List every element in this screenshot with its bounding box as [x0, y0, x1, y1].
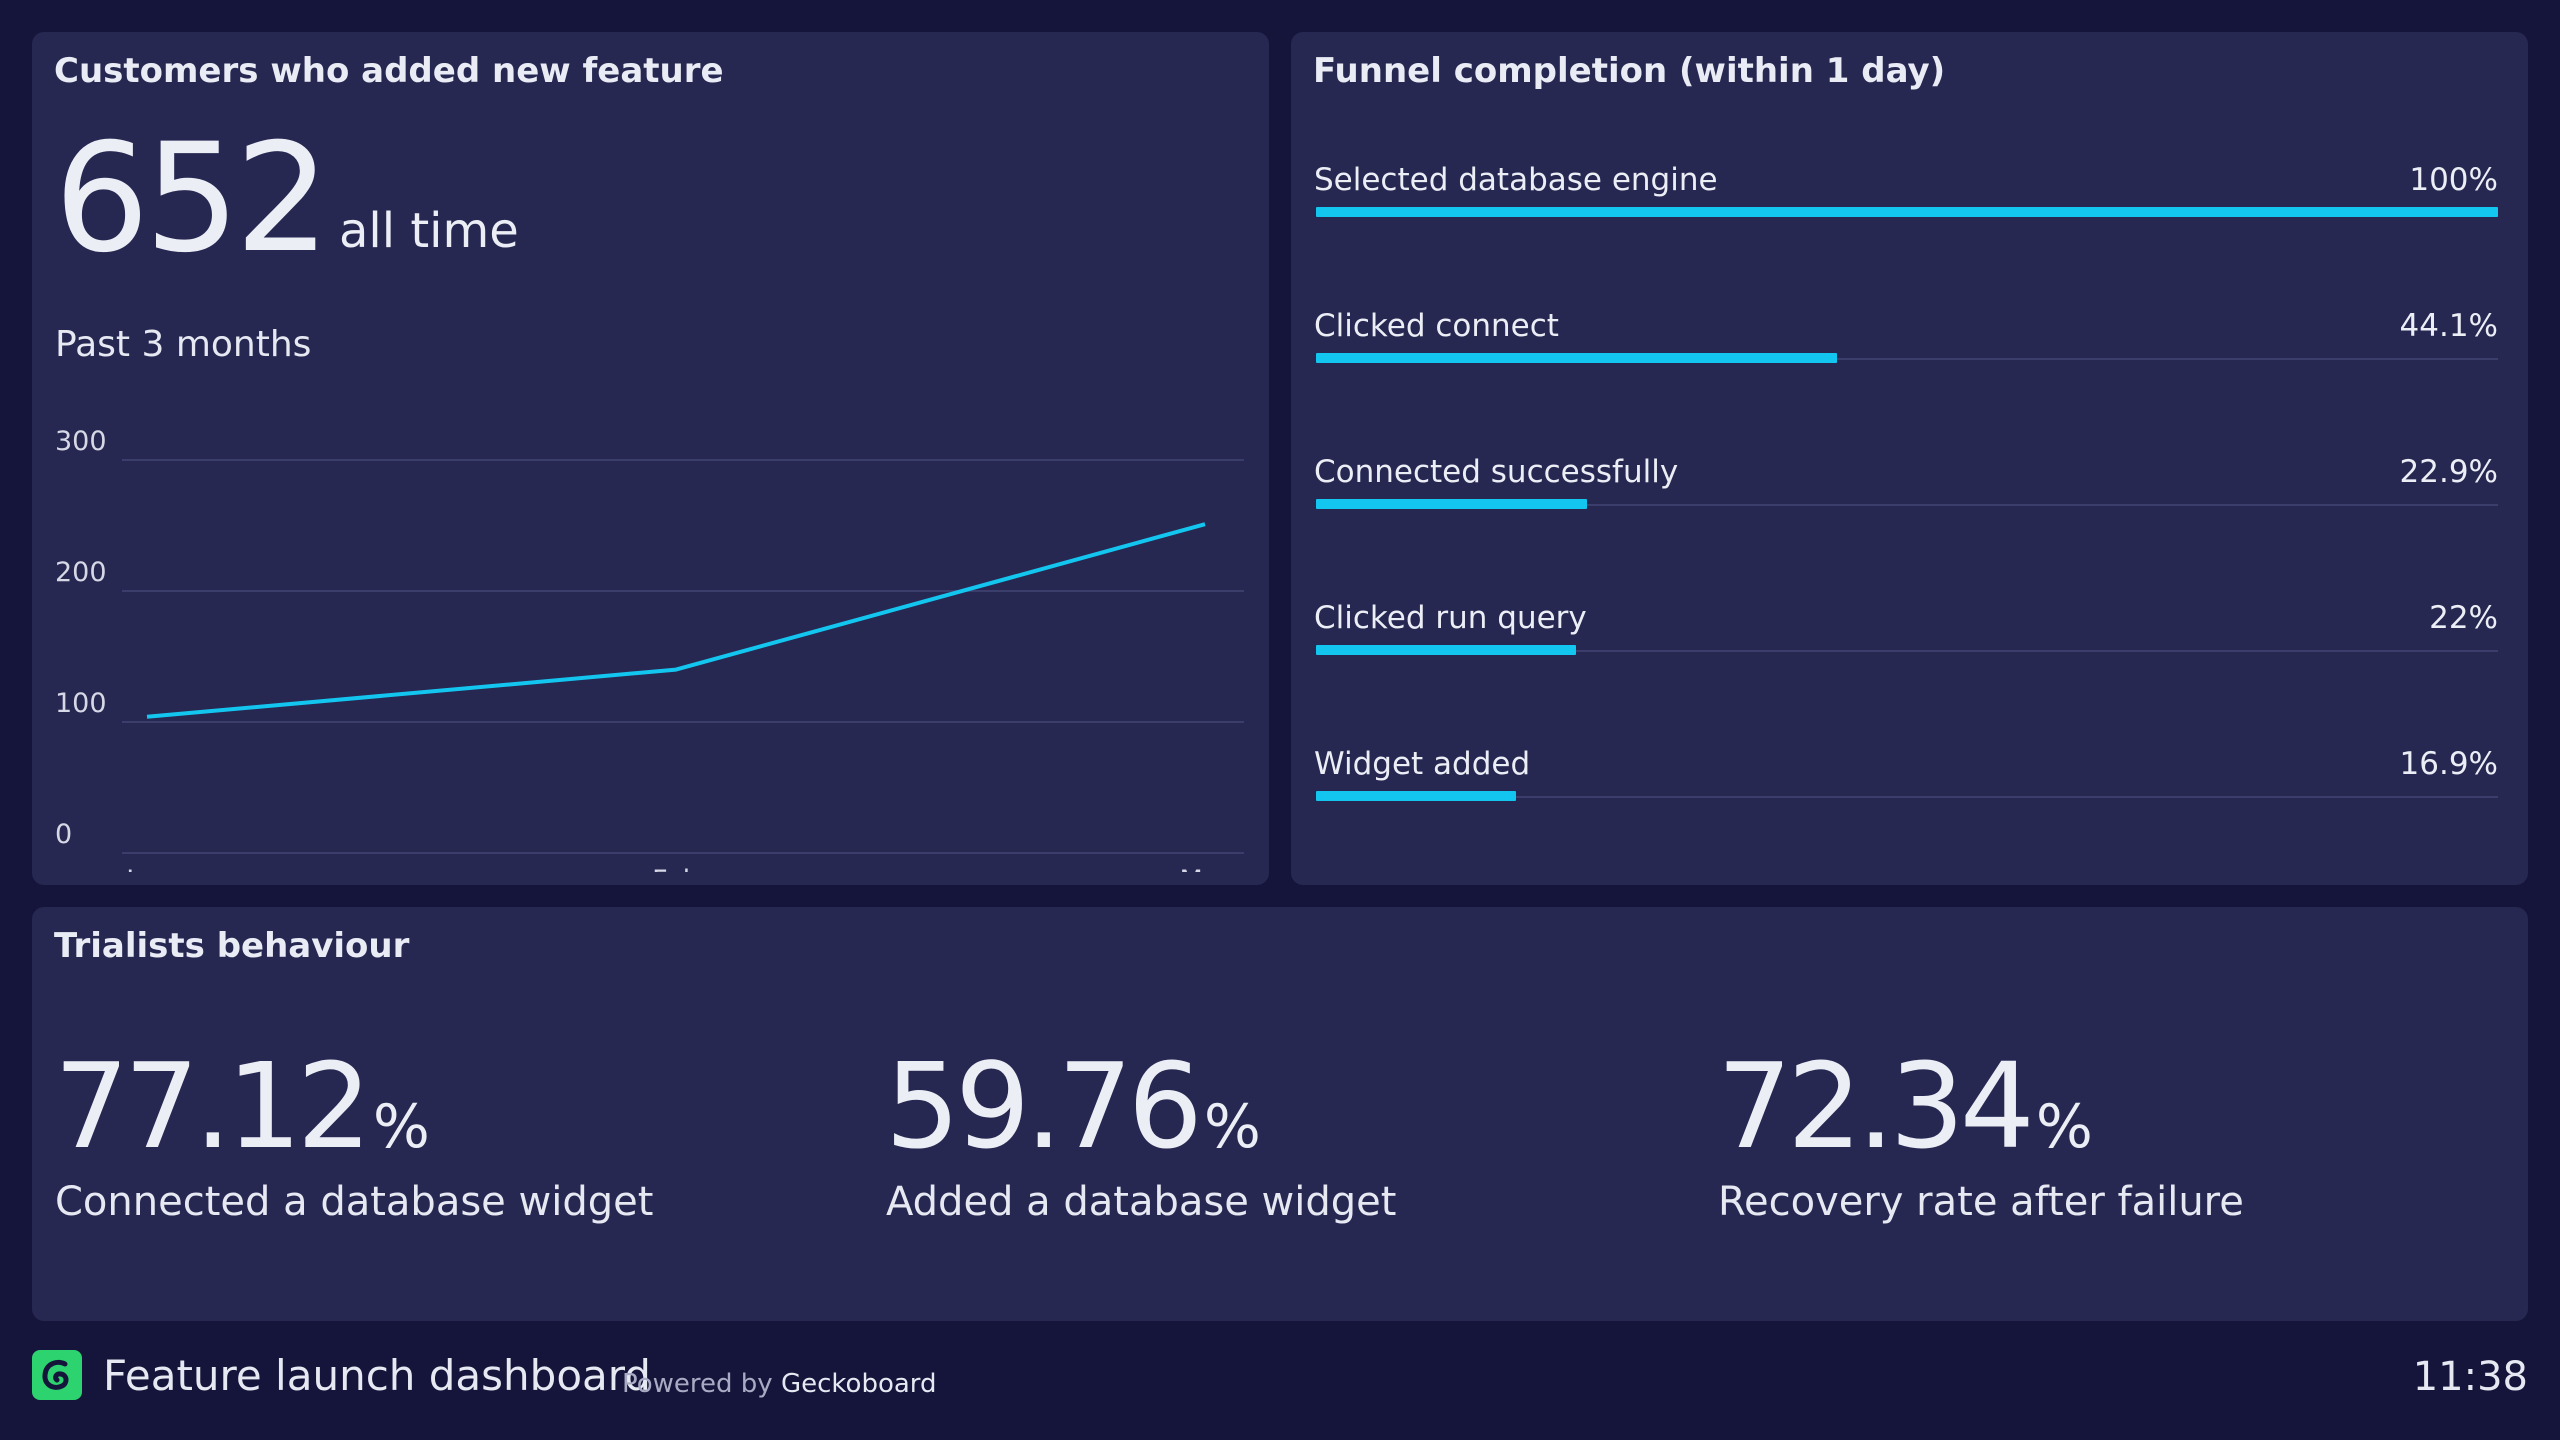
trialists-panel-title: Trialists behaviour — [54, 926, 410, 966]
funnel-step: Clicked run query 22% — [1314, 603, 2498, 693]
trialists-panel: Trialists behaviour 77.12% Connected a d… — [32, 907, 2528, 1321]
stat-unit: % — [372, 1092, 430, 1162]
customers-panel: Customers who added new feature 652 all … — [32, 32, 1269, 885]
stat-added: 59.76% Added a database widget — [885, 1037, 1396, 1222]
funnel-step-label: Clicked connect — [1314, 308, 1559, 344]
stat-label: Recovery rate after failure — [1718, 1179, 2244, 1225]
x-tick-label: Jan — [124, 865, 168, 872]
funnel-step-track — [1316, 650, 2498, 652]
funnel-step-bar — [1316, 499, 1587, 509]
funnel-step-value: 16.9% — [2399, 746, 2498, 782]
funnel-step-label: Clicked run query — [1314, 600, 1587, 636]
funnel-step-bar — [1316, 353, 1838, 363]
stat-connected: 77.12% Connected a database widget — [54, 1037, 653, 1222]
dashboard-footer: Feature launch dashboard Powered by Geck… — [0, 1330, 2560, 1440]
stat-unit: % — [1203, 1092, 1261, 1162]
funnel-step-label: Widget added — [1314, 746, 1531, 782]
funnel-step-value: 100% — [2409, 162, 2498, 198]
stat-value: 72.34 — [1717, 1037, 2035, 1175]
series-line — [146, 522, 1206, 719]
clock-time: 11:38 — [2412, 1354, 2528, 1400]
funnel-panel-title: Funnel completion (within 1 day) — [1313, 51, 1946, 91]
funnel-step: Widget added 16.9% — [1314, 749, 2498, 839]
funnel-step: Clicked connect 44.1% — [1314, 311, 2498, 401]
funnel-step-track — [1316, 796, 2498, 798]
funnel-panel: Funnel completion (within 1 day) Selecte… — [1291, 32, 2528, 885]
x-tick-label: Mar — [1180, 865, 1232, 872]
customers-subtitle: Past 3 months — [55, 324, 312, 365]
funnel-step-label: Connected successfully — [1314, 454, 1679, 490]
y-tick-label: 300 — [55, 426, 107, 457]
funnel-step-value: 22% — [2429, 600, 2498, 636]
funnel-step-bar — [1316, 791, 1516, 801]
funnel-step-track — [1316, 358, 2498, 360]
powered-by-text: Powered by — [622, 1369, 773, 1399]
stat-value: 59.76 — [885, 1037, 1203, 1175]
funnel-step-value: 44.1% — [2399, 308, 2498, 344]
stat-value: 77.12 — [54, 1037, 372, 1175]
geckoboard-logo-icon — [32, 1350, 82, 1400]
stat-recovery: 72.34% Recovery rate after failure — [1717, 1037, 2244, 1222]
funnel-step-bar — [1316, 645, 1577, 655]
y-tick-label: 0 — [55, 819, 72, 850]
customers-total-suffix: all time — [339, 203, 519, 259]
funnel-step-bar — [1316, 207, 2498, 217]
x-tick-label: Feb — [652, 865, 700, 872]
dashboard-title: Feature launch dashboard — [103, 1351, 651, 1400]
y-tick-label: 200 — [55, 557, 107, 588]
customers-total: 652 — [54, 112, 330, 286]
funnel-step-value: 22.9% — [2399, 454, 2498, 490]
stat-unit: % — [2035, 1092, 2093, 1162]
funnel-step-track — [1316, 504, 2498, 506]
powered-by: Powered by Geckoboard — [622, 1371, 937, 1397]
powered-by-brand: Geckoboard — [780, 1369, 937, 1399]
stat-label: Added a database widget — [886, 1179, 1397, 1225]
y-tick-label: 100 — [55, 688, 107, 719]
funnel-step-label: Selected database engine — [1314, 162, 1718, 198]
customers-panel-title: Customers who added new feature — [54, 51, 724, 91]
customers-line-chart: 0 100 200 300 Jan Feb Mar — [55, 426, 1244, 872]
stat-label: Connected a database widget — [55, 1179, 654, 1225]
funnel-step: Selected database engine 100% — [1314, 165, 2498, 255]
funnel-step: Connected successfully 22.9% — [1314, 457, 2498, 547]
